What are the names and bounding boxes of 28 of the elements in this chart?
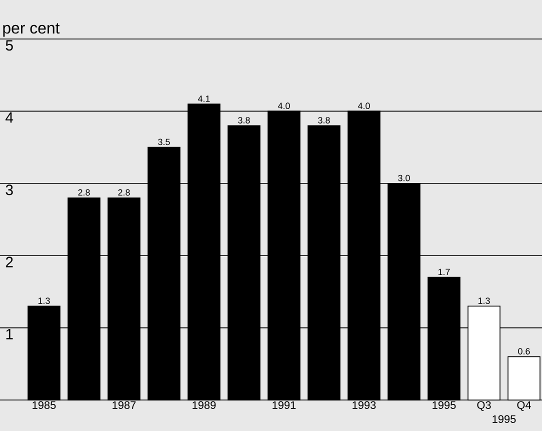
- data-label: 1.3: [38, 298, 50, 304]
- x-tick-label: 1995: [432, 401, 456, 409]
- x-tick-label: 1987: [112, 401, 136, 409]
- data-label: 4.1: [198, 96, 210, 102]
- data-label: 3.8: [238, 117, 250, 124]
- x-tick-label: Q3: [477, 401, 491, 411]
- data-label: 0.6: [518, 348, 530, 354]
- x-tick-label: 1985: [32, 401, 56, 409]
- data-label: 2.8: [78, 189, 90, 196]
- data-label: 3.8: [318, 117, 330, 124]
- data-label: 2.8: [118, 189, 130, 196]
- data-label: 4.0: [358, 102, 370, 110]
- x-tick-label: 1991: [272, 401, 296, 409]
- data-label: 3.0: [398, 174, 410, 182]
- y-tick-label: 3: [6, 184, 13, 196]
- text: 1995: [492, 415, 516, 423]
- data-label: 4.0: [278, 102, 290, 110]
- data-label: 1.7: [438, 268, 450, 276]
- y-tick-label: 2: [6, 256, 13, 268]
- y-tick-label: 5: [6, 40, 13, 51]
- data-label: 3.5: [158, 138, 170, 146]
- x-tick-label: Q4: [517, 401, 531, 411]
- y-tick-label: 4: [6, 112, 14, 123]
- x-tick-label: 1993: [352, 401, 376, 409]
- y-tick-label: 1: [6, 329, 13, 340]
- y-axis-title: per cent: [3, 23, 60, 37]
- x-tick-label: 1989: [192, 401, 216, 409]
- data-label: 1.3: [478, 298, 490, 304]
